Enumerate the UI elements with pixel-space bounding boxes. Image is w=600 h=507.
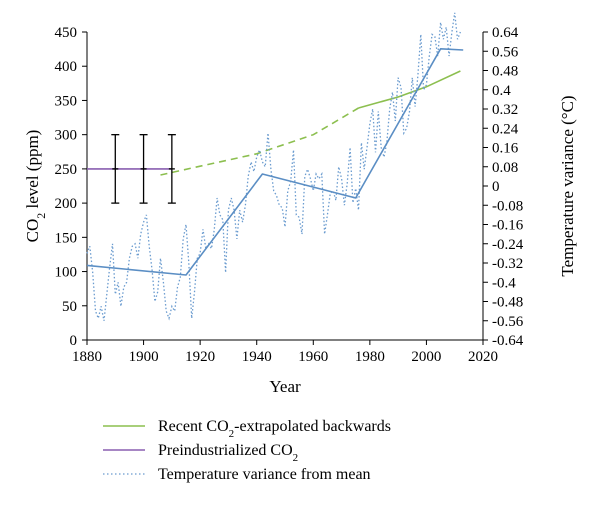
x-tick-label-1900: 1900 (129, 349, 159, 365)
series-recent-co2-dashed (160, 107, 359, 176)
y-left-ticks: 0 50 100 150 200 250 300 350 400 450 (55, 25, 87, 349)
y-right-tick-label-0: 0.64 (492, 25, 519, 41)
y-right-tick-label-4: 0.32 (492, 102, 518, 118)
y-right-tick-label-3: 0.4 (492, 83, 511, 99)
legend-item-recent-co2: Recent CO2-extrapolated backwards (103, 418, 391, 440)
y-right-tick-label-15: -0.56 (492, 314, 524, 330)
series-layer (86, 12, 464, 321)
y-left-tick-label-0: 0 (70, 333, 78, 349)
y-right-tick-label-12: -0.32 (492, 256, 523, 272)
legend-label-recent-co2: Recent CO2-extrapolated backwards (158, 418, 391, 440)
y-right-tick-label-7: 0.08 (492, 160, 518, 176)
x-ticks: 1880 1900 1920 1940 1960 1980 2000 2020 (72, 340, 498, 365)
x-tick-label-1940: 1940 (242, 349, 272, 365)
y-left-tick-label-300: 300 (55, 128, 78, 144)
legend: Recent CO2-extrapolated backwards Preind… (103, 418, 391, 483)
error-bar-1910 (167, 134, 176, 204)
y-left-axis-title: CO2 level (ppm) (23, 130, 48, 243)
x-axis-title: Year (269, 377, 301, 396)
error-bar-1900 (139, 134, 148, 204)
y-left-tick-label-50: 50 (62, 299, 77, 315)
y-left-tick-label-400: 400 (55, 59, 78, 75)
y-left-tick-label-200: 200 (55, 196, 78, 212)
y-right-ticks: 0.64 0.56 0.48 0.4 0.32 0.24 0.16 0.08 0 -0.08 -0.… (483, 25, 524, 349)
x-tick-label-1980: 1980 (355, 349, 385, 365)
y-right-tick-label-6: 0.16 (492, 141, 519, 157)
x-tick-label-1920: 1920 (185, 349, 215, 365)
x-tick-label-2000: 2000 (411, 349, 441, 365)
y-right-tick-label-5: 0.24 (492, 121, 519, 137)
y-right-tick-label-8: 0 (492, 179, 500, 195)
series-temperature-variance-line (86, 12, 462, 321)
y-right-axis-title: Temperature variance (°C) (558, 95, 577, 276)
y-left-tick-label-150: 150 (55, 230, 78, 246)
y-right-tick-label-2: 0.48 (492, 64, 518, 80)
y-right-tick-label-9: -0.08 (492, 198, 523, 214)
y-right-tick-label-1: 0.56 (492, 44, 519, 60)
x-tick-label-1880: 1880 (72, 349, 102, 365)
y-right-tick-label-10: -0.16 (492, 218, 524, 234)
x-tick-label-2020: 2020 (468, 349, 498, 365)
legend-item-preindustrial-co2: Preindustrialized CO2 (103, 442, 298, 464)
legend-label-preindustrial-co2: Preindustrialized CO2 (158, 442, 298, 464)
legend-label-temperature-variance: Temperature variance from mean (158, 466, 371, 483)
y-left-tick-label-450: 450 (55, 25, 78, 41)
y-left-tick-label-100: 100 (55, 265, 78, 281)
series-recent-co2-solid (358, 70, 461, 109)
series-temperature-trend-line (86, 47, 464, 276)
legend-item-temperature-variance: Temperature variance from mean (103, 466, 371, 483)
y-right-tick-label-16: -0.64 (492, 333, 524, 349)
y-right-tick-label-13: -0.4 (492, 275, 516, 291)
error-bar-1890 (111, 134, 120, 204)
y-left-tick-label-250: 250 (55, 162, 78, 178)
y-right-tick-label-14: -0.48 (492, 295, 523, 311)
y-right-tick-label-11: -0.24 (492, 237, 524, 253)
y-left-tick-label-350: 350 (55, 93, 78, 109)
x-tick-label-1960: 1960 (298, 349, 328, 365)
